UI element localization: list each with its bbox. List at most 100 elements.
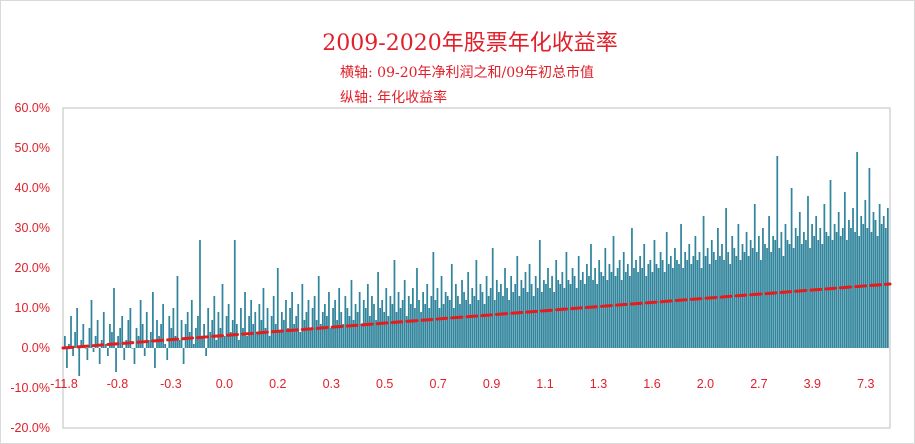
bar	[827, 236, 830, 348]
bar	[371, 296, 373, 348]
bar	[399, 308, 402, 348]
bar	[287, 328, 289, 348]
bar	[612, 236, 615, 348]
plot-area: 60.0% 50.0% 40.0% 30.0% 20.0% 10.0% 0.0% -10.0%…	[10, 101, 892, 435]
bar	[340, 312, 343, 348]
bar	[336, 320, 339, 348]
bar	[197, 316, 199, 348]
bar	[315, 320, 318, 348]
bar	[500, 284, 502, 348]
bar	[745, 232, 748, 348]
bar	[182, 348, 185, 364]
chart-subtitle-x-desc: 横轴: 09-20年净利润之和/09年初总市值	[340, 64, 594, 81]
y-tick-label: 20.0%	[15, 261, 50, 275]
bar	[645, 276, 648, 348]
bar	[393, 260, 396, 348]
x-tick-label: 2.0	[697, 377, 714, 391]
bar	[229, 332, 232, 348]
x-tick-label: 1.1	[536, 377, 553, 391]
y-tick-label: 30.0%	[15, 221, 50, 235]
bar	[719, 256, 721, 348]
bar	[790, 188, 793, 348]
bar	[113, 288, 115, 348]
bar	[491, 248, 494, 348]
bar	[121, 316, 124, 348]
bar	[219, 328, 222, 348]
trend-line	[61, 282, 892, 350]
bar	[817, 240, 820, 348]
bar	[387, 316, 390, 348]
bar	[768, 216, 770, 348]
bar	[553, 292, 556, 348]
bar	[356, 312, 359, 348]
bar	[665, 232, 668, 348]
bar	[168, 316, 171, 348]
bar	[276, 268, 279, 348]
bar	[780, 232, 783, 348]
bar	[262, 288, 265, 348]
bar	[489, 288, 492, 348]
plot-frame	[62, 107, 891, 429]
bar	[225, 316, 228, 348]
bar	[882, 216, 885, 348]
bar	[227, 304, 230, 348]
bar	[123, 348, 126, 360]
bar	[215, 340, 218, 348]
bar	[205, 348, 207, 356]
bar	[444, 292, 447, 348]
bar	[426, 284, 429, 348]
bar	[661, 260, 664, 348]
bar	[299, 332, 302, 348]
bar	[766, 248, 768, 348]
bar	[770, 252, 773, 348]
bar	[448, 300, 451, 348]
bar	[170, 328, 173, 348]
bar	[690, 264, 693, 348]
bar	[590, 244, 592, 348]
bar	[868, 168, 871, 348]
bar	[704, 256, 707, 348]
bar	[540, 292, 543, 348]
bar	[446, 296, 449, 348]
bar	[526, 292, 529, 348]
bar	[809, 248, 811, 348]
bar	[84, 348, 87, 349]
bar	[487, 296, 490, 348]
bar	[692, 256, 695, 348]
bar	[545, 284, 547, 348]
bar	[82, 324, 85, 348]
bar	[866, 228, 869, 348]
bar	[493, 300, 496, 348]
bar	[111, 332, 113, 348]
bar	[352, 320, 355, 348]
bar	[813, 236, 815, 348]
bar	[248, 316, 250, 348]
bar	[880, 224, 883, 348]
bar	[139, 300, 142, 348]
bar	[727, 252, 730, 348]
bar	[536, 288, 539, 348]
bar	[180, 320, 183, 348]
bar	[837, 212, 840, 348]
bar	[467, 272, 470, 348]
bar	[143, 348, 146, 356]
bar	[821, 244, 824, 348]
bar	[70, 316, 72, 348]
x-tick-label: 0.3	[323, 377, 340, 391]
bar	[778, 248, 781, 348]
bar	[391, 304, 394, 348]
bar	[757, 236, 760, 348]
bar	[678, 264, 680, 348]
bar	[782, 256, 785, 348]
bar	[483, 304, 486, 348]
bar	[473, 296, 476, 348]
bar	[575, 288, 578, 348]
bar	[233, 240, 236, 348]
bar	[843, 192, 846, 348]
bar	[266, 308, 269, 348]
bar	[377, 272, 379, 348]
bar	[430, 296, 433, 348]
bar	[162, 304, 164, 348]
